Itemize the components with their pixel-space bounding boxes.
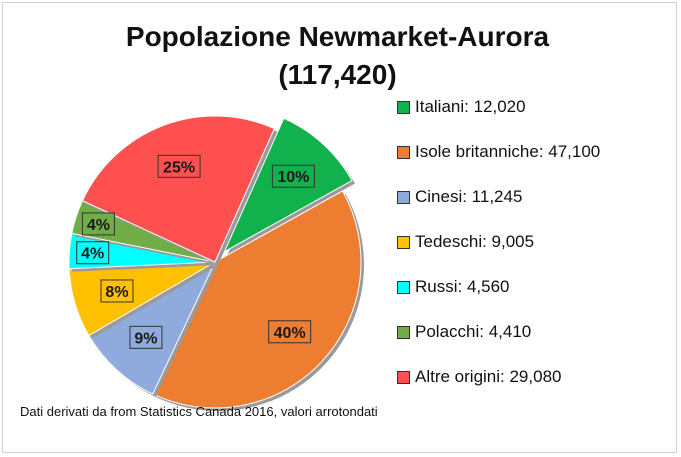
- pie-slice-altre-origini: [81, 115, 276, 263]
- legend-label-cinesi: Cinesi: 11,245: [415, 187, 523, 206]
- percent-label-box-polacchi: [81, 212, 115, 236]
- legend-swatch-altre-origini: [397, 370, 410, 384]
- percent-label-box-cinesi: [129, 325, 163, 349]
- legend-label-tedeschi: Tedeschi: 9,005: [415, 232, 535, 251]
- legend-swatch-isole-britanniche: [397, 145, 410, 159]
- legend-swatch-russi: [397, 280, 410, 294]
- chart-title-block: Popolazione Newmarket-Aurora (117,420): [20, 18, 655, 94]
- percent-label-russi: 4%: [81, 246, 104, 263]
- legend-label-russi: Russi: 4,560: [415, 277, 510, 296]
- legend-item-isole-britanniche: Isole britanniche: 47,100: [397, 142, 600, 162]
- legend-label-isole-britanniche: Isole britanniche: 47,100: [415, 142, 601, 161]
- percent-label-box-italiani: [271, 164, 315, 188]
- legend-swatch-cinesi: [397, 190, 410, 204]
- legend-item-altre-origini: Altre origini: 29,080: [397, 367, 561, 387]
- percent-label-polacchi: 4%: [87, 217, 110, 234]
- chart-title: Popolazione Newmarket-Aurora: [125, 21, 550, 52]
- percent-label-cinesi: 9%: [134, 330, 157, 347]
- legend-item-cinesi: Cinesi: 11,245: [397, 187, 522, 207]
- legend-item-russi: Russi: 4,560: [397, 277, 510, 297]
- legend-label-polacchi: Polacchi: 4,410: [415, 322, 532, 341]
- legend-item-italiani: Italiani: 12,020: [397, 97, 526, 117]
- percent-label-box-altre-origini: [157, 154, 201, 178]
- chart-subtitle: (117,420): [278, 59, 397, 90]
- source-note: Dati derivati da from Statistics Canada …: [20, 404, 378, 419]
- pie-slice-isole-britanniche: [152, 190, 362, 409]
- legend-item-tedeschi: Tedeschi: 9,005: [397, 232, 534, 252]
- percent-label-altre-origini: 25%: [163, 159, 195, 176]
- percent-label-box-tedeschi: [100, 279, 134, 303]
- percent-label-box-russi: [76, 241, 110, 265]
- legend-item-polacchi: Polacchi: 4,410: [397, 322, 531, 342]
- legend-label-italiani: Italiani: 12,020: [415, 97, 526, 116]
- legend-swatch-tedeschi: [397, 235, 410, 249]
- percent-label-isole-britanniche: 40%: [274, 325, 306, 342]
- percent-label-tedeschi: 8%: [105, 284, 128, 301]
- percent-label-italiani: 10%: [277, 169, 309, 186]
- legend-swatch-italiani: [397, 100, 410, 114]
- legend-label-altre-origini: Altre origini: 29,080: [415, 367, 562, 386]
- percent-label-box-isole-britanniche: [268, 320, 312, 344]
- legend-swatch-polacchi: [397, 325, 410, 339]
